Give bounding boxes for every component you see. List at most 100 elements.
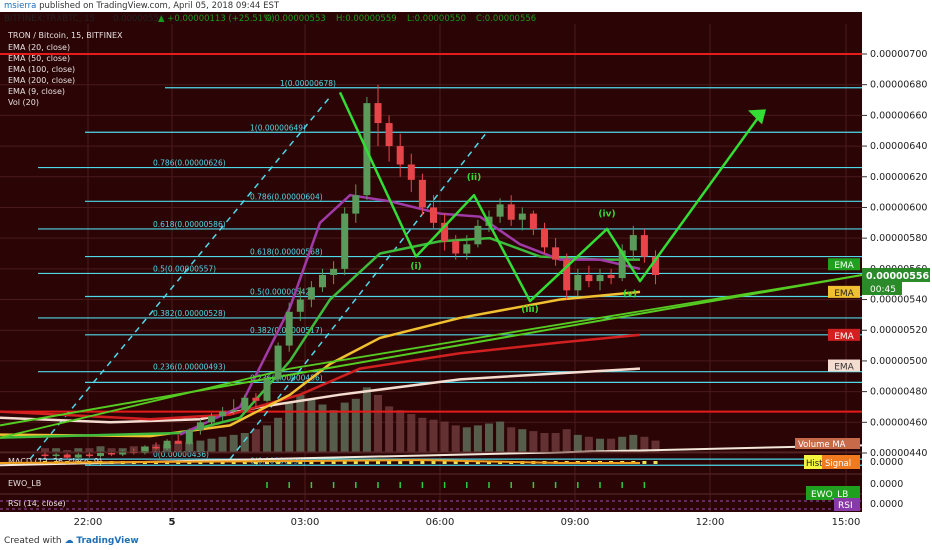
macd-hist-bar: [398, 461, 403, 464]
volume-bar: [174, 442, 183, 452]
candle-body: [385, 123, 393, 147]
countdown-badge: [862, 281, 902, 295]
volume-bar: [251, 429, 260, 452]
volume-bar: [307, 398, 316, 452]
elliott-label: (iii): [521, 305, 538, 315]
volume-bar: [496, 421, 505, 452]
y-tick-label: 0.00000520: [870, 325, 927, 336]
author-name[interactable]: msierra: [4, 1, 37, 11]
volume-bar: [607, 438, 616, 452]
candle-body: [152, 446, 160, 449]
volume-bar: [529, 431, 538, 452]
volume-bar: [507, 427, 516, 452]
volume-bar: [107, 448, 116, 452]
volume-bar: [185, 442, 194, 452]
publish-info: published on TradingView.com, April 05, …: [39, 1, 280, 11]
y-tick-label: 0.00000640: [870, 141, 927, 152]
horizontal-lines: [0, 53, 862, 413]
high-value: H:0.00000559: [336, 14, 397, 24]
footer: Created with ☁ TradingView: [0, 532, 932, 550]
legend-vol[interactable]: Vol (20): [8, 98, 39, 107]
candle-body: [396, 146, 404, 165]
volume-bar: [63, 450, 72, 452]
indicator-value: 0.0000: [870, 499, 903, 510]
ema-badge-label: EMA: [834, 332, 854, 342]
legend-ema100[interactable]: EMA (100, close): [8, 65, 75, 74]
ema-badge-label: EMA: [834, 363, 854, 373]
volume-bar: [274, 417, 283, 452]
candle-body: [474, 225, 482, 245]
macd-hist-bar: [309, 461, 314, 464]
candle-body: [74, 454, 82, 458]
candle-body: [241, 397, 249, 411]
price-chart[interactable]: 1(0.00000678) 1(0.00000649) 0.786(0.000006…: [0, 12, 932, 532]
volume-bar: [640, 436, 649, 452]
candle-body: [552, 247, 560, 260]
volume-bar: [429, 419, 438, 452]
candle-body: [119, 451, 127, 455]
elliott-wave-path: [338, 91, 764, 303]
indicator-label: RSI (14, close): [8, 499, 66, 508]
volume-bar: [573, 434, 582, 452]
macd-hist-bar: [265, 461, 269, 464]
elliott-label: (iv): [598, 210, 615, 220]
x-tick-label: 12:00: [696, 517, 725, 528]
macd-hist-bar: [331, 461, 336, 464]
macd-hist-bar: [353, 461, 358, 464]
macd-hist-bar: [242, 461, 247, 464]
candle-body: [41, 454, 49, 457]
candle-body: [319, 274, 326, 288]
candle-body: [585, 274, 593, 282]
macd-hist-bar: [442, 461, 447, 464]
volume-bar: [263, 425, 271, 452]
y-tick-label: 0.00000620: [870, 172, 927, 183]
price-axis: 0.00000700 0.00000680 0.00000660 0.00000640…: [828, 49, 930, 459]
macd-hist-bar: [253, 461, 258, 464]
volume-bar: [218, 436, 227, 452]
volume-bar: [584, 436, 593, 452]
low-value: L:0.00000550: [407, 14, 466, 24]
rsi-badge-label: RSI: [838, 501, 853, 511]
x-tick-label: 15:00: [832, 517, 861, 528]
volume-bar: [396, 410, 405, 452]
volume-bar: [374, 395, 382, 452]
volume-bar: [462, 427, 471, 452]
fib-label: 0.5(0.00000542): [250, 287, 313, 296]
fib-label: 0.236(0.00000486): [250, 373, 323, 382]
indicator-value: 0.0000: [870, 457, 903, 468]
legend-ema200[interactable]: EMA (200, close): [8, 76, 75, 85]
x-tick-label: 09:00: [561, 517, 590, 528]
candle-body: [307, 287, 315, 300]
volume-bar: [296, 395, 305, 452]
grid: [0, 24, 862, 512]
legend: TRON / Bitcoin, 15, BITFINEX EMA (20, cl…: [7, 31, 123, 107]
candle-body: [640, 235, 648, 257]
publish-header: msierra published on TradingView.com, Ap…: [0, 0, 932, 12]
fib-label: 0.618(0.00000568): [250, 248, 323, 257]
x-tick-label: 5: [169, 517, 176, 528]
volume-bar: [440, 421, 449, 452]
y-tick-label: 0.00000460: [870, 417, 927, 428]
wave-arrowhead: [748, 109, 766, 125]
y-tick-label: 0.00000500: [870, 356, 927, 367]
ema-badge: [828, 258, 860, 271]
brand-name[interactable]: TradingView: [76, 536, 139, 546]
macd-hist-bar: [487, 461, 491, 464]
volume-bar: [385, 406, 394, 452]
legend-ema50[interactable]: EMA (50, close): [8, 54, 70, 63]
macd-hist-bar: [409, 461, 414, 464]
candle-body: [518, 213, 526, 220]
candle-body: [163, 440, 171, 449]
legend-ema9[interactable]: EMA (9, close): [8, 87, 65, 96]
elliott-waves: (i) (ii) (iii) (iv) (v): [338, 91, 766, 315]
candle-body: [618, 250, 626, 279]
volume-bar: [596, 438, 604, 452]
candle-body: [185, 429, 193, 444]
open-value: O:0.00000553: [265, 14, 326, 24]
indicator-value: 0.0000: [870, 479, 903, 490]
signal-badge-label: Signal: [825, 459, 851, 469]
volume-bar: [651, 440, 660, 452]
ema-badge-label: EMA: [834, 261, 854, 271]
legend-ema20[interactable]: EMA (20, close): [8, 43, 70, 52]
price-change: ▲ +0.00000113 (+25.51%): [158, 14, 275, 24]
